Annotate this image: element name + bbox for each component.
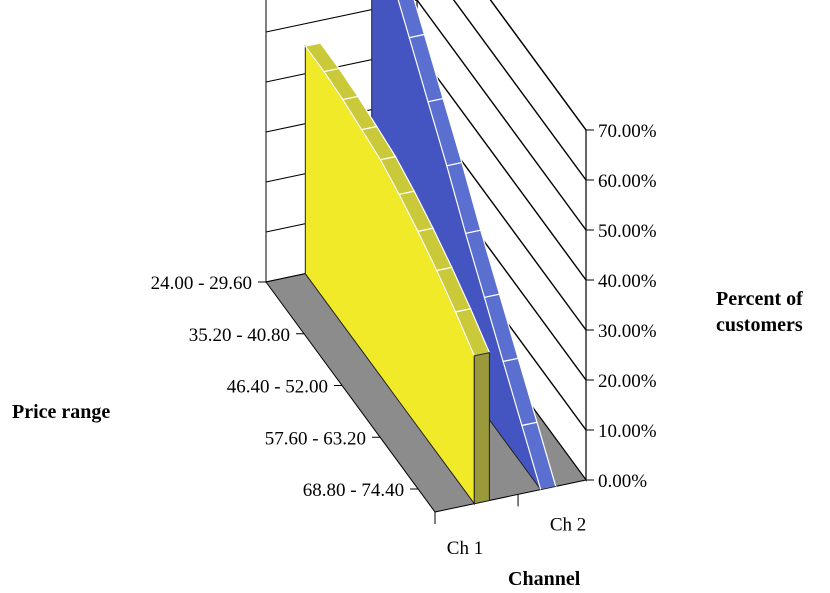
y-tick-label-1: 10.00% <box>598 421 657 442</box>
x-tick-label-1: 35.20 - 40.80 <box>189 325 290 346</box>
side-gridline-5 <box>416 0 587 231</box>
side-gridline-7 <box>489 0 587 131</box>
y-axis-title-line-1-text: Percent of <box>716 288 803 310</box>
y-tick-label-4: 40.00% <box>598 271 657 292</box>
series-0-end-cap <box>473 351 490 505</box>
depth-tick-label-1: Ch 2 <box>550 514 586 535</box>
x-axis-title: Price range <box>12 401 110 423</box>
y-axis-title-line-1: Percent of customers <box>716 288 803 336</box>
y-tick-label-5: 50.00% <box>598 221 657 242</box>
y-tick-label-6: 60.00% <box>598 171 657 192</box>
x-tick-labels: 24.00 - 29.60 35.20 - 40.80 46.40 - 52.00 5… <box>151 273 419 501</box>
y-tick-label-2: 20.00% <box>598 371 657 392</box>
depth-tick-label-0: Ch 1 <box>447 538 483 559</box>
side-gridline-6 <box>452 0 587 181</box>
series-1 <box>371 0 557 491</box>
series-1-end-cap <box>540 485 556 491</box>
x-tick-label-4: 68.80 - 74.40 <box>303 480 404 501</box>
series-0 <box>304 42 491 506</box>
side-gridline-4 <box>416 49 587 281</box>
x-tick-label-3: 57.60 - 63.20 <box>265 428 366 449</box>
series-layer <box>304 0 557 506</box>
y-tick-label-7: 70.00% <box>598 121 657 142</box>
y-tick-label-3: 30.00% <box>598 321 657 342</box>
x-tick-label-0: 24.00 - 29.60 <box>151 273 252 294</box>
depth-axis-title: Channel <box>508 568 581 590</box>
y-tick-label-0: 0.00% <box>598 471 647 492</box>
y-tick-labels: 0.00% 10.00% 20.00% 30.00% 40.00% 50.00% 60.00… <box>586 121 657 492</box>
depth-tick-labels: Ch 1 Ch 2 <box>434 494 586 559</box>
x-tick-label-2: 46.40 - 52.00 <box>227 377 328 398</box>
y-axis-title-line-2-text: customers <box>716 314 803 336</box>
